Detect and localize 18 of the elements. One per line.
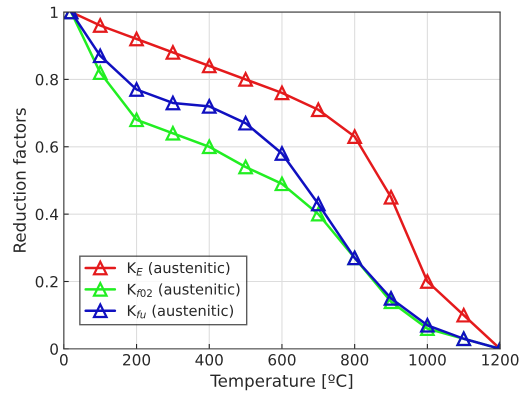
y-tick-label: 1 [50, 6, 58, 18]
legend-label: K$_{E}$ (austenitic) [128, 262, 230, 276]
x-tick-label: 400 [195, 354, 223, 366]
legend-label: K$_{f02}$ (austenitic) [128, 283, 240, 297]
x-tick-label: 0 [60, 354, 68, 366]
y-tick-label: 0.4 [36, 208, 58, 220]
x-tick-label: 1000 [410, 354, 446, 366]
legend-label: K$_{fu}$ (austenitic) [128, 304, 233, 318]
x-tick-label: 1200 [482, 354, 519, 366]
x-tick-label: 800 [341, 354, 368, 366]
x-tick-label: 200 [123, 354, 150, 366]
x-axis-title: Temperature [ºC] [210, 374, 352, 390]
x-tick-label: 600 [268, 354, 296, 366]
y-axis-title: Reduction factors [12, 108, 26, 252]
y-tick-label: 0.6 [36, 141, 58, 153]
y-tick-label: 0 [50, 343, 58, 355]
y-tick-label: 0.8 [36, 74, 58, 86]
y-tick-label: 0.2 [36, 276, 58, 288]
